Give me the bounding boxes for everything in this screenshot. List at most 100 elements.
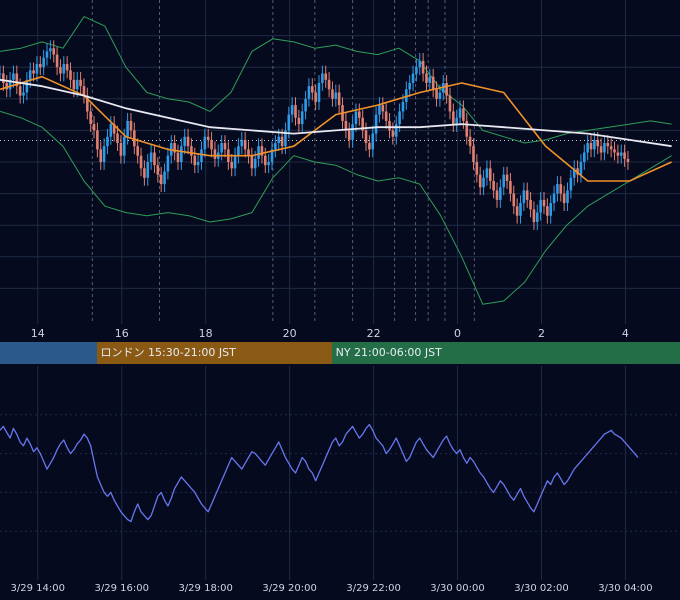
candle-body: [297, 117, 301, 125]
candle-body: [549, 203, 553, 216]
candle-body: [25, 79, 29, 93]
candle-body: [539, 199, 542, 213]
candle-body: [613, 149, 616, 153]
candle-body: [223, 143, 227, 150]
candle-body: [149, 152, 153, 162]
candle-body: [596, 139, 600, 147]
candle-body: [270, 149, 274, 162]
candle-body: [482, 177, 485, 188]
candle-body: [532, 209, 536, 223]
candle-body: [32, 70, 35, 74]
candle-body: [300, 111, 304, 125]
candle-body: [156, 165, 160, 175]
candle-body: [133, 130, 136, 147]
price-chart[interactable]: [0, 0, 680, 324]
candle-body: [143, 168, 146, 178]
candle-body: [579, 162, 583, 175]
oscillator-chart[interactable]: [0, 366, 680, 580]
candle-body: [49, 48, 52, 52]
candle-body: [371, 133, 375, 150]
x-tick-label: 22: [366, 327, 381, 340]
candle-body: [92, 124, 96, 131]
candle-body: [337, 92, 341, 106]
candle-body: [116, 133, 119, 144]
candle-body: [243, 139, 247, 150]
candle-body: [55, 54, 59, 68]
candle-body: [582, 152, 586, 162]
candle-body: [163, 171, 166, 185]
candle-body: [488, 168, 492, 181]
session-block: [0, 342, 97, 364]
candle-body: [606, 143, 610, 147]
candle-body: [552, 193, 556, 204]
candle-body: [22, 92, 25, 96]
candle-body: [475, 162, 479, 175]
x-tick-label: 3/29 14:00: [10, 583, 65, 594]
candle-body: [257, 146, 260, 159]
x-tick-label: 18: [198, 327, 213, 340]
candle-body: [129, 120, 133, 131]
candle-body: [542, 199, 546, 207]
candle-body: [502, 174, 506, 188]
candle-body: [394, 124, 398, 137]
candle-body: [240, 139, 244, 147]
candle-body: [153, 152, 156, 166]
candle-body: [2, 73, 5, 83]
candle-body: [465, 120, 469, 137]
candle-body: [623, 152, 626, 159]
candle-body: [314, 92, 317, 102]
candle-body: [425, 73, 428, 83]
x-tick-label: 3/29 16:00: [94, 583, 149, 594]
x-tick-label: 4: [621, 327, 629, 340]
candle-body: [331, 89, 334, 99]
x-tick-label: 2: [537, 327, 545, 340]
candle-body: [112, 124, 116, 134]
candle-body: [183, 136, 186, 147]
candle-body: [529, 199, 532, 210]
candle-body: [509, 180, 512, 194]
candle-body: [0, 73, 2, 75]
candle-body: [572, 168, 576, 178]
candle-body: [99, 149, 103, 162]
x-tick-label: 3/30 00:00: [430, 583, 485, 594]
candle-body: [109, 124, 113, 137]
candle-body: [354, 111, 358, 125]
candle-body: [263, 155, 267, 166]
candle-body: [8, 79, 12, 90]
candle-body: [505, 174, 509, 181]
candle-body: [431, 76, 435, 90]
candle-body: [102, 146, 106, 162]
candle-body: [368, 143, 371, 150]
sma-slow-line: [0, 78, 672, 148]
candle-body: [411, 73, 415, 83]
candle-body: [566, 190, 569, 204]
candle-body: [12, 73, 15, 80]
candle-body: [525, 190, 529, 200]
candle-body: [626, 158, 630, 162]
x-tick-label: 0: [454, 327, 462, 340]
candle-body: [260, 146, 264, 156]
candle-body: [96, 130, 99, 150]
candle-body: [159, 174, 163, 185]
candle-body: [166, 155, 170, 172]
candle-body: [180, 146, 183, 162]
candle-body: [126, 120, 129, 137]
candle-body: [247, 149, 250, 156]
candle-body: [391, 130, 395, 137]
candle-body: [559, 184, 563, 194]
candle-body: [307, 86, 311, 99]
bollinger-lower-line: [0, 110, 672, 305]
candle-body: [176, 152, 180, 162]
candle-body: [324, 73, 328, 80]
candle-body: [535, 212, 539, 223]
candle-body: [492, 180, 495, 191]
candle-body: [398, 111, 401, 125]
candle-body: [448, 95, 452, 112]
candle-body: [364, 130, 368, 144]
candle-body: [462, 108, 465, 121]
candle-body: [374, 114, 378, 134]
candle-body: [200, 149, 203, 162]
sma-fast-line: [0, 75, 672, 182]
x-tick-label: 3/29 18:00: [178, 583, 233, 594]
candle-body: [89, 111, 92, 125]
